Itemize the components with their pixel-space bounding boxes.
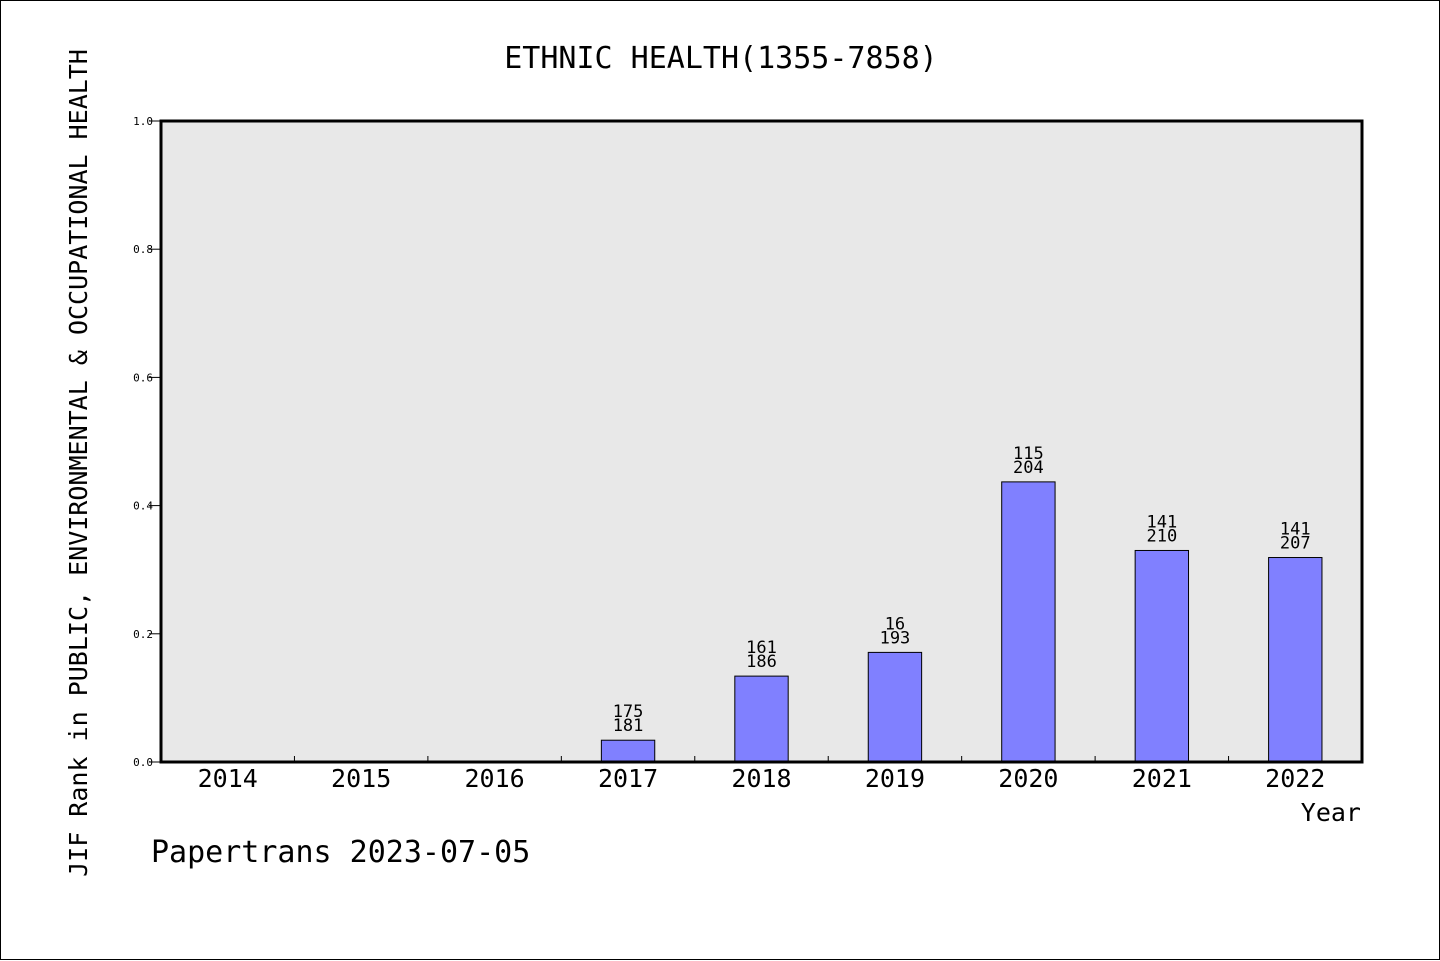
bar-2018: [734, 675, 789, 763]
bars: [600, 481, 1323, 763]
x-axis-ticks: 2014 2015 2016 2017 2018 2019 2020 2021 2022: [198, 756, 1325, 793]
x-tick-label: 2019: [865, 764, 925, 793]
bar-2017: [600, 739, 656, 763]
bar-label-rank: 161: [746, 638, 777, 658]
footer-watermark: Papertrans 2023-07-05: [151, 835, 531, 870]
x-axis-label: Year: [1301, 798, 1361, 827]
bar-label-total: 210: [1146, 526, 1177, 546]
bar-label-rank: 141: [1280, 520, 1311, 540]
y-tick-label: 0.2: [133, 628, 153, 641]
bar-label-total: 207: [1280, 534, 1311, 554]
y-tick-label: 0.6: [133, 371, 153, 384]
bar-label-rank: 115: [1013, 444, 1044, 464]
y-tick-label: 0.0: [133, 756, 153, 769]
x-tick-label: 2015: [331, 764, 391, 793]
bar-2022: [1268, 557, 1323, 763]
y-tick-label: 1.0: [133, 115, 153, 128]
x-tick-label: 2022: [1265, 764, 1325, 793]
bar-label-total: 204: [1013, 458, 1044, 478]
y-axis-ticks: 0.0 0.2 0.4 0.6 0.8 1.0: [133, 115, 161, 769]
y-axis-label: JIF Rank in PUBLIC, ENVIRONMENTAL & OCCU…: [64, 49, 93, 877]
y-tick-label: 0.8: [133, 243, 153, 256]
x-tick-label: 2014: [198, 764, 258, 793]
bar-label-rank: 175: [613, 702, 644, 722]
y-tick-label: 0.4: [133, 500, 153, 513]
bar-2019: [867, 651, 923, 763]
bar-label-total: 193: [880, 628, 911, 648]
bar-2021: [1134, 549, 1190, 763]
chart-title: ETHNIC HEALTH(1355-7858): [504, 41, 937, 76]
bar-label-rank: 141: [1146, 512, 1177, 532]
bar-label-total: 186: [746, 652, 777, 672]
bar-label-total: 181: [613, 716, 644, 736]
plot-border: [159, 119, 1364, 764]
x-tick-label: 2021: [1132, 764, 1192, 793]
x-tick-label: 2017: [598, 764, 658, 793]
bar-label-rank: 16: [885, 614, 905, 634]
x-tick-label: 2018: [731, 764, 791, 793]
x-tick-label: 2020: [998, 764, 1058, 793]
bar-2020: [1001, 481, 1056, 763]
x-tick-label: 2016: [465, 764, 525, 793]
